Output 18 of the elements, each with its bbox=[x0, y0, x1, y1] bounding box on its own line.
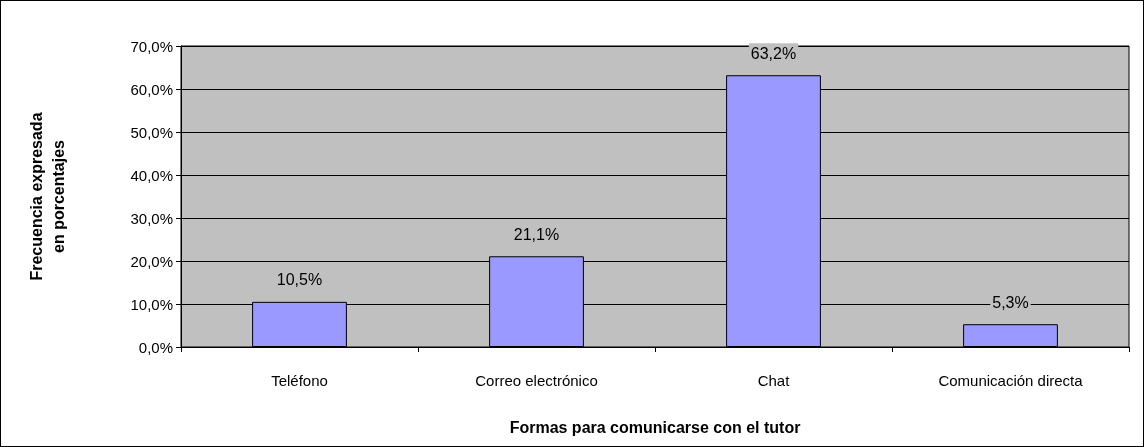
y-tick-label: 70,0% bbox=[130, 37, 173, 55]
y-tick-label: 20,0% bbox=[130, 252, 173, 270]
data-label: 5,3% bbox=[992, 293, 1029, 311]
y-tick-label: 50,0% bbox=[130, 123, 173, 141]
x-tick-label: Correo electrónico bbox=[475, 372, 598, 389]
y-axis-title: Frecuencia expresada en porcentajes bbox=[27, 112, 67, 281]
y-tick-label: 60,0% bbox=[130, 80, 173, 98]
y-tick-label: 10,0% bbox=[130, 295, 173, 313]
y-tick-label: 40,0% bbox=[130, 166, 173, 184]
y-tick-label: 0,0% bbox=[138, 338, 173, 356]
data-label: 63,2% bbox=[750, 44, 797, 62]
y-tick-label: 30,0% bbox=[130, 209, 173, 227]
x-axis-title: Formas para comunicarse con el tutor bbox=[509, 418, 801, 436]
x-tick-label: Chat bbox=[757, 372, 791, 389]
data-label: 21,1% bbox=[513, 225, 560, 243]
x-tick-label: Comunicación directa bbox=[938, 372, 1084, 389]
x-tick-label: Teléfono bbox=[271, 372, 328, 389]
data-label: 10,5% bbox=[276, 271, 323, 289]
